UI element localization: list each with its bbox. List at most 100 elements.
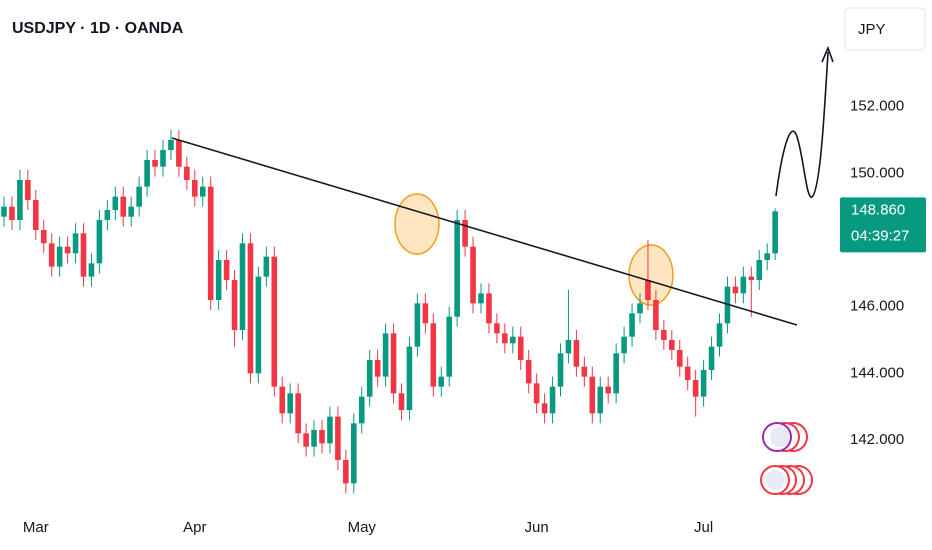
candle-body [136,186,142,207]
flag [765,470,785,490]
last-price-label: 148.860 [851,201,905,218]
candle-body [25,180,31,200]
candle-body [176,140,182,167]
candle-body [653,300,659,330]
candle-body [470,246,476,304]
highlight-ellipse [394,193,440,255]
candle-body [454,220,460,317]
candle-body [549,386,556,414]
candle-body [33,200,39,230]
candle-body [756,260,763,280]
candle-body [120,196,127,217]
candle-body [573,340,580,367]
candle-body [366,360,373,397]
candle-body [184,166,190,180]
candle-body [510,336,516,344]
y-tick-label: 146.000 [850,298,904,315]
candle-body [279,386,286,414]
candle-body [764,253,770,260]
candle-body [422,303,429,324]
candle-body [684,366,691,380]
candle-body [462,220,468,247]
candle-body [144,160,150,187]
candle-body [72,233,79,254]
candle-body [311,430,317,447]
candle-body [303,433,309,447]
candle-body [589,376,596,414]
annotations [394,193,674,306]
candle-body [414,303,421,347]
candle-body [96,220,103,264]
candle-body [581,366,588,377]
candle-body [80,233,87,277]
annotations [171,45,834,495]
candle-body [64,246,71,254]
candle-body [247,243,254,374]
currency-button[interactable] [844,7,926,51]
candle-body [17,180,23,220]
candle-body [351,423,357,484]
candle-body [676,350,683,367]
candle-body [1,206,7,217]
candle-body [112,196,119,210]
chart-title: USDJPY · 1D · OANDA [12,20,184,37]
y-tick-label: 152.000 [850,98,904,115]
candle-body [621,336,627,354]
x-tick-label: May [348,519,377,536]
candle-body [128,206,134,217]
currency-label[interactable]: JPY [858,21,886,38]
x-tick-label: Apr [183,519,206,536]
candle-body [152,160,158,167]
candle-body [231,280,238,330]
candle-body [9,206,15,220]
candle-body [478,293,484,304]
candle-body [199,186,206,197]
candle-body [382,333,389,377]
candle-body [239,243,246,330]
x-tick-label: Jul [694,519,713,536]
candle-body [613,353,619,394]
candle-body [669,340,675,350]
candle-body [40,230,47,244]
candle-body [160,150,166,167]
candle-body [271,256,278,387]
countdown: 04:39:27 [851,227,909,244]
candle-body [295,393,301,434]
projection-arrow [775,51,829,198]
x-tick-label: Jun [525,519,549,536]
candle-body [335,416,341,460]
highlight-ellipse [628,244,674,306]
candle-body [486,293,492,324]
candle-body [748,276,755,280]
candle-body [605,386,611,394]
arrow-head [821,45,834,63]
candles [1,130,778,494]
candle-body [565,340,572,354]
last-price-box [840,197,926,253]
candle-body [48,243,55,267]
candle-body [406,346,413,410]
candle-body [374,360,381,377]
event-icons [760,422,813,495]
flag [770,427,790,447]
candle-body [446,316,452,377]
candle-body [430,323,437,387]
candle-body [438,376,445,387]
candle-body [533,383,540,404]
candle-body [104,210,111,220]
y-tick-label: 150.000 [850,164,904,181]
candle-body [223,260,230,280]
candle-body [597,386,604,414]
y-tick-label: 142.000 [850,431,904,448]
candle-body [319,430,325,444]
y-tick-label: 144.000 [850,364,904,381]
candle-body [207,186,214,300]
candle-body [740,276,747,294]
candle-body [56,246,63,267]
candle-body [525,360,532,384]
candle-body [692,380,699,397]
candle-body [327,416,333,444]
candle-body [390,333,397,394]
candle-body [637,303,643,314]
